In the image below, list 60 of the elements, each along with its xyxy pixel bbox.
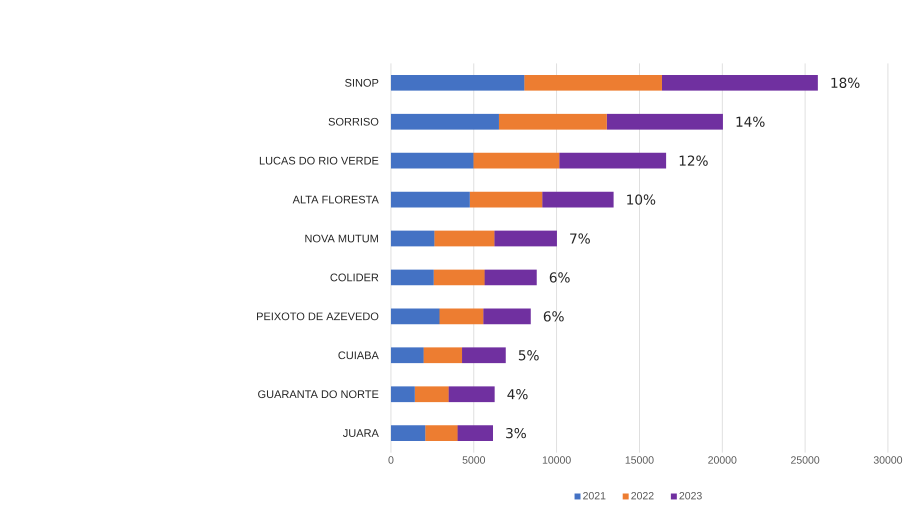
bar [390, 308, 440, 324]
bar [390, 74, 524, 91]
bar [470, 192, 542, 208]
bar [524, 74, 662, 91]
annotation: 7% [570, 233, 590, 244]
bar [462, 347, 506, 364]
annotation: 6% [544, 311, 564, 322]
bar [390, 425, 426, 441]
y-tick-label: JUARA [342, 429, 379, 437]
y-tick-label: LUCAS DO RIO VERDE [260, 156, 378, 165]
y-tick-label: GUARANTA DO NORTE [258, 390, 378, 398]
bar [390, 152, 474, 168]
y-tick-label: SORRISO [328, 118, 378, 126]
bar [484, 270, 537, 286]
bar [498, 114, 607, 130]
bar [483, 308, 531, 324]
x-tick-label: 25000 [791, 456, 820, 464]
bar [390, 347, 424, 364]
x-tick-label: 5000 [462, 456, 486, 464]
x-tick-label: 10000 [542, 456, 571, 464]
bar [425, 425, 458, 441]
bar [662, 74, 818, 91]
bar [414, 386, 449, 402]
x-tick-label: 20000 [708, 456, 736, 464]
bar [542, 192, 614, 208]
y-tick-label: ALTA FLORESTA [292, 196, 379, 204]
y-tick-label: SINOP [345, 78, 378, 87]
bar [458, 425, 494, 441]
legend-label: 2023 [679, 492, 702, 500]
bar [424, 347, 462, 364]
annotation: 6% [550, 272, 570, 283]
x-tick-label: 15000 [626, 456, 654, 464]
annotation: 18% [831, 78, 860, 88]
y-tick-label: PEIXOTO DE AZEVEDO [257, 312, 378, 320]
bar [390, 114, 499, 130]
bar [390, 230, 434, 246]
x-tick-label: 0 [388, 456, 394, 464]
bar [559, 152, 666, 168]
bar [439, 308, 484, 324]
annotation: 10% [627, 194, 656, 205]
annotation: 14% [736, 116, 765, 127]
y-tick-label: NOVA MUTUM [305, 234, 378, 242]
annotation: 3% [506, 428, 526, 438]
bar [434, 270, 485, 286]
bar [390, 192, 470, 208]
bar [434, 230, 494, 246]
annotation: 4% [507, 389, 528, 400]
x-tick-label: 30000 [874, 456, 902, 464]
legend-label: 2022 [631, 492, 654, 500]
bar [473, 152, 560, 168]
bar [448, 386, 495, 402]
legend-label: 2021 [583, 492, 606, 500]
bar [390, 386, 415, 402]
bar [494, 230, 557, 246]
bar [390, 270, 434, 286]
y-tick-label: CUIABA [338, 351, 379, 360]
annotation: 5% [518, 350, 539, 360]
annotation: 12% [680, 155, 708, 166]
y-tick-label: COLIDER [330, 273, 378, 282]
bar [606, 114, 723, 130]
